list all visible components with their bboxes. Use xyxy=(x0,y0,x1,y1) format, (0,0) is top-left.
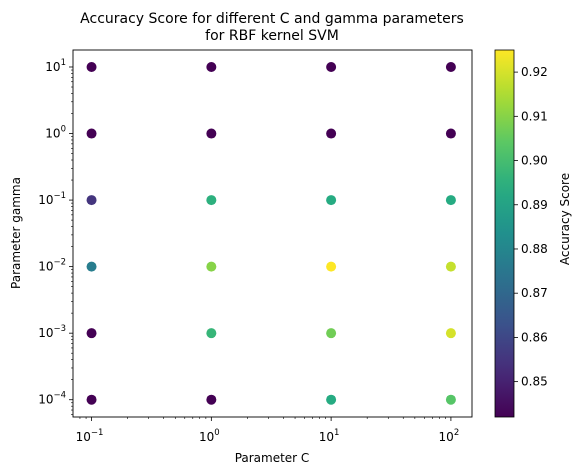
x-tick-label: 102 xyxy=(439,428,460,444)
data-point xyxy=(445,328,456,339)
colorbar-tick-label: 0.89 xyxy=(521,198,548,212)
chart-title: Accuracy Score for different C and gamma… xyxy=(80,11,464,44)
x-tick-label: 100 xyxy=(199,428,220,444)
y-tick-label: 100 xyxy=(45,125,66,141)
x-tick-label: 101 xyxy=(319,428,340,444)
data-point xyxy=(206,328,217,339)
colorbar: 0.85 0.86 0.87 0.88 0.89 0.90 0.91 0.92 xyxy=(494,49,548,418)
data-point xyxy=(445,261,456,272)
data-point xyxy=(206,261,217,272)
colorbar-tick-label: 0.91 xyxy=(521,109,548,123)
y-tick-label: 10−3 xyxy=(38,324,66,340)
x-axis-label: Parameter C xyxy=(235,451,310,465)
y-tick-label: 101 xyxy=(45,58,66,74)
plot-area: 10−1 100 101 102 10−4 10−3 10−2 10−1 100 101 xyxy=(38,49,473,444)
chart-title-line-2: for RBF kernel SVM xyxy=(205,28,339,44)
colorbar-label: Accuracy Score xyxy=(558,173,572,265)
data-point xyxy=(86,61,97,72)
y-tick-label: 10−2 xyxy=(38,258,66,274)
y-axis-label: Parameter gamma xyxy=(9,177,23,289)
y-tick-label: 10−4 xyxy=(38,391,66,407)
data-point xyxy=(445,394,456,405)
x-tick-label: 10−1 xyxy=(76,428,104,444)
data-point xyxy=(326,128,337,139)
data-point xyxy=(445,128,456,139)
data-point xyxy=(326,261,337,272)
data-point xyxy=(206,195,217,206)
colorbar-gradient xyxy=(494,49,515,418)
data-point xyxy=(326,328,337,339)
data-point xyxy=(445,61,456,72)
colorbar-tick-label: 0.85 xyxy=(521,375,548,389)
data-point xyxy=(86,328,97,339)
plot-frame xyxy=(72,49,473,418)
data-point xyxy=(86,128,97,139)
data-point xyxy=(206,128,217,139)
y-tick-label: 10−1 xyxy=(38,191,66,207)
colorbar-tick-label: 0.88 xyxy=(521,242,548,256)
data-point xyxy=(86,394,97,405)
data-point xyxy=(326,394,337,405)
data-point xyxy=(206,61,217,72)
data-point xyxy=(326,195,337,206)
colorbar-tick-label: 0.86 xyxy=(521,330,548,344)
data-point xyxy=(86,261,97,272)
data-point xyxy=(206,394,217,405)
colorbar-tick-label: 0.87 xyxy=(521,286,548,300)
colorbar-tick-label: 0.92 xyxy=(521,65,548,79)
data-point xyxy=(86,195,97,206)
chart-title-line-1: Accuracy Score for different C and gamma… xyxy=(80,11,464,27)
colorbar-tick-label: 0.90 xyxy=(521,154,548,168)
data-point xyxy=(326,61,337,72)
data-point xyxy=(445,195,456,206)
